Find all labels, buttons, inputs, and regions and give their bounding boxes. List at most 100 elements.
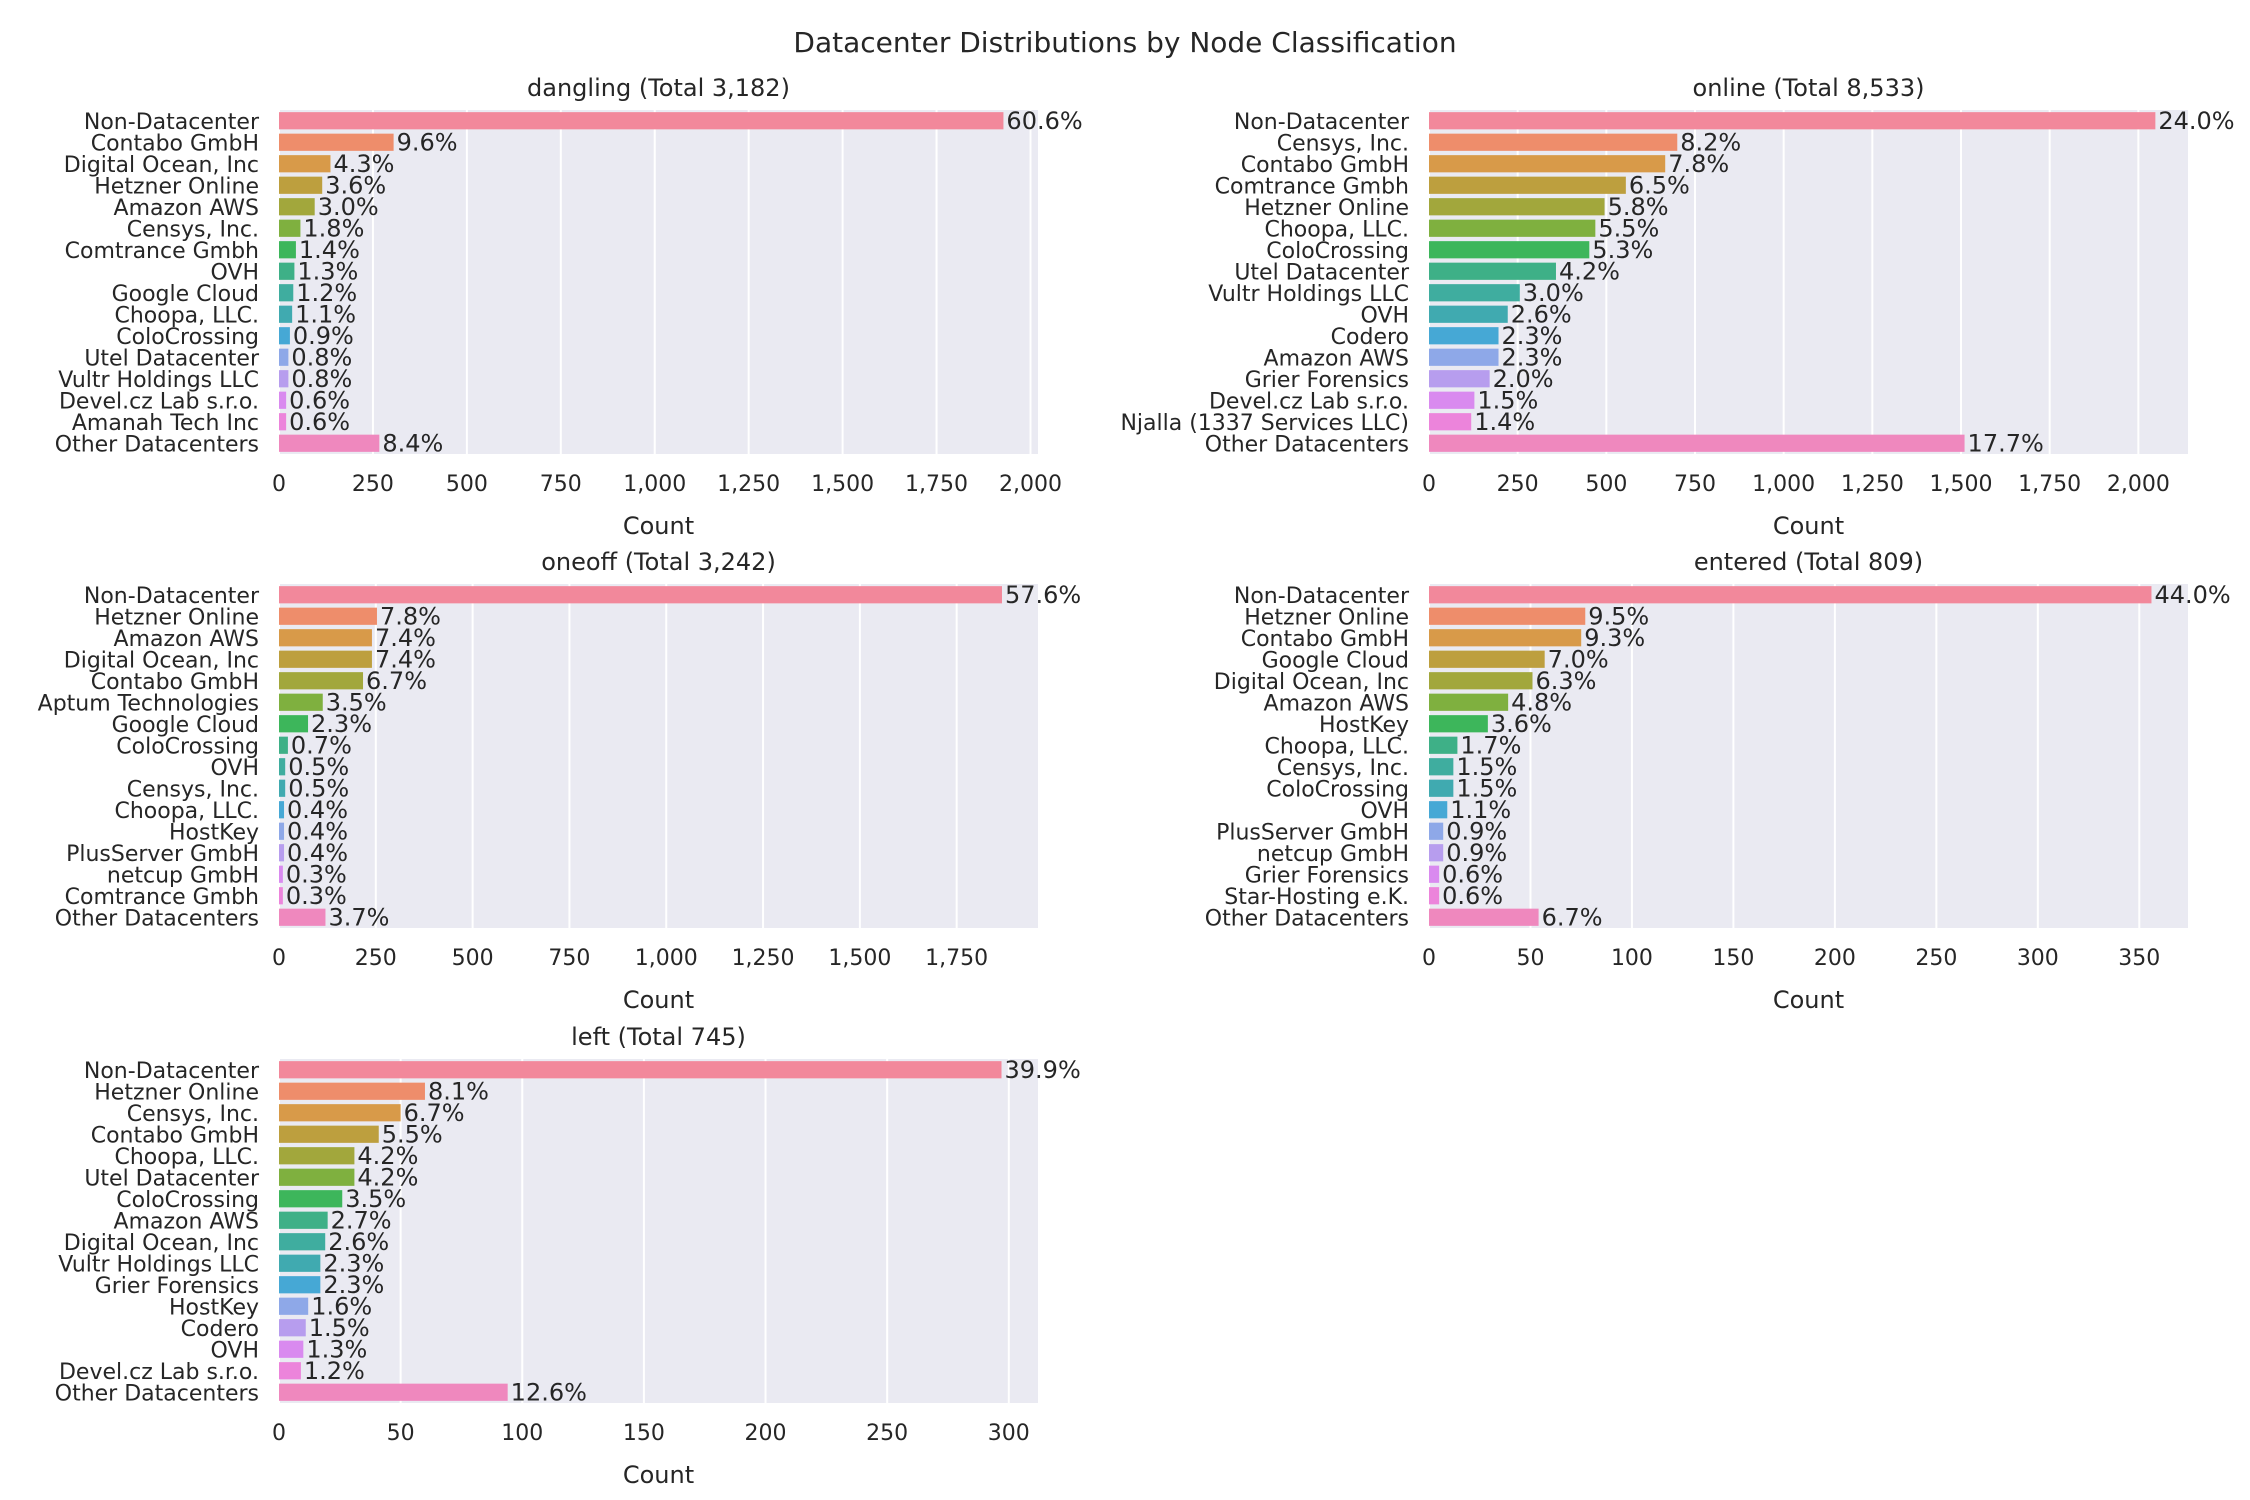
category-label: Amazon AWS: [114, 1209, 259, 1234]
category-label: Devel.cz Lab s.r.o.: [59, 389, 259, 414]
bar: [279, 1211, 328, 1229]
data-label: 5.5%: [1598, 214, 1659, 242]
data-label: 0.4%: [287, 796, 348, 824]
x-tick-label: 250: [352, 472, 394, 497]
bar: [279, 348, 289, 366]
data-label: 0.5%: [288, 753, 349, 781]
bar: [279, 1104, 401, 1122]
category-label: Choopa, LLC.: [1264, 217, 1409, 242]
bar: [1429, 305, 1508, 323]
data-label: 2.3%: [311, 710, 372, 738]
plot-background: [279, 1059, 1038, 1403]
category-label: Censys, Inc.: [127, 777, 259, 802]
x-tick-label: 0: [1422, 946, 1436, 971]
x-tick-label: 1,500: [1930, 472, 1993, 497]
bar: [279, 887, 283, 905]
bar: [1429, 391, 1475, 409]
bar: [279, 607, 377, 625]
data-label: 9.3%: [1584, 624, 1645, 652]
category-label: Hetzner Online: [94, 605, 259, 630]
x-tick-label: 1,750: [925, 946, 988, 971]
data-label: 0.6%: [1442, 860, 1503, 888]
data-label: 1.2%: [296, 279, 357, 307]
bar: [279, 908, 326, 926]
category-label: Utel Datacenter: [1234, 260, 1410, 285]
x-tick-label: 250: [1915, 946, 1957, 971]
x-tick-label: 2,000: [2107, 472, 2170, 497]
bar: [279, 155, 331, 173]
bar: [1429, 370, 1490, 388]
chart-panel-4: 0 50 100 150 200 250 300 Count left (Total 745) N…: [55, 1023, 1081, 1489]
bar: [1429, 758, 1454, 776]
bar: [1429, 155, 1666, 173]
bar: [1429, 908, 1539, 926]
category-label: Other Datacenters: [55, 906, 259, 931]
x-tick-label: 1,750: [2018, 472, 2081, 497]
category-label: Aptum Technologies: [38, 691, 259, 716]
bar: [279, 1340, 304, 1358]
data-label: 8.1%: [428, 1077, 489, 1105]
category-label: OVH: [210, 1338, 259, 1363]
bar: [279, 1125, 379, 1143]
category-label: Contabo GmbH: [91, 131, 259, 156]
data-label: 0.8%: [291, 343, 352, 371]
data-label: 3.0%: [318, 193, 379, 221]
bar: [279, 865, 283, 883]
data-label: 1.5%: [1477, 386, 1538, 414]
x-tick-label: 1,000: [635, 946, 698, 971]
bar: [1429, 865, 1440, 883]
category-label: Grier Forensics: [1245, 863, 1409, 888]
data-label: 4.2%: [357, 1142, 418, 1170]
category-label: Amazon AWS: [1264, 346, 1409, 371]
category-label: Choopa, LLC.: [114, 1145, 259, 1170]
x-tick-label: 750: [548, 946, 590, 971]
category-label: Vultr Holdings LLC: [1208, 282, 1409, 307]
data-label: 7.8%: [1668, 150, 1729, 178]
x-tick-label: 750: [1674, 472, 1716, 497]
bar: [279, 1383, 508, 1401]
category-label: Comtrance Gmbh: [1215, 174, 1409, 199]
bar: [1429, 133, 1678, 151]
x-tick-label: 1,250: [732, 946, 795, 971]
data-label: 4.3%: [333, 150, 394, 178]
bar: [279, 715, 309, 733]
category-label: OVH: [1360, 799, 1409, 824]
data-label: 0.9%: [293, 322, 354, 350]
category-label: OVH: [210, 756, 259, 781]
chart-title: entered (Total 809): [1694, 548, 1923, 576]
x-tick-label: 0: [272, 946, 286, 971]
data-label: 4.2%: [357, 1163, 418, 1191]
x-tick-label: 1,750: [905, 472, 968, 497]
data-label: 1.7%: [1460, 731, 1521, 759]
bar: [279, 629, 372, 647]
bar: [279, 1254, 321, 1272]
x-tick-label: 500: [452, 946, 494, 971]
plot-background: [279, 584, 1038, 928]
category-label: HostKey: [1319, 713, 1409, 738]
bar: [279, 284, 294, 302]
category-label: ColoCrossing: [116, 1188, 259, 1213]
data-label: 5.8%: [1608, 193, 1669, 221]
data-label: 0.4%: [287, 839, 348, 867]
chart-panel-3: 0 50 100 150 200 250 300 350 Count entered (Total…: [1205, 548, 2231, 1014]
x-tick-label: 250: [355, 946, 397, 971]
category-label: OVH: [210, 260, 259, 285]
data-label: 17.7%: [1968, 429, 2044, 457]
category-label: Devel.cz Lab s.r.o.: [1209, 389, 1409, 414]
category-label: Hetzner Online: [1244, 196, 1409, 221]
bar: [1429, 607, 1586, 625]
bar: [1429, 262, 1556, 280]
bar: [279, 736, 288, 754]
data-label: 9.5%: [1588, 602, 1649, 630]
category-label: netcup GmbH: [107, 863, 259, 888]
plot-background: [279, 110, 1038, 454]
data-label: 0.3%: [286, 882, 347, 910]
x-tick-label: 50: [1516, 946, 1544, 971]
bar: [1429, 693, 1509, 711]
category-label: Hetzner Online: [1244, 605, 1409, 630]
category-label: netcup GmbH: [1257, 842, 1409, 867]
bar: [1429, 715, 1488, 733]
category-label: Comtrance Gmbh: [65, 239, 259, 264]
category-label: Contabo GmbH: [1241, 153, 1409, 178]
data-label: 0.9%: [1446, 817, 1507, 845]
